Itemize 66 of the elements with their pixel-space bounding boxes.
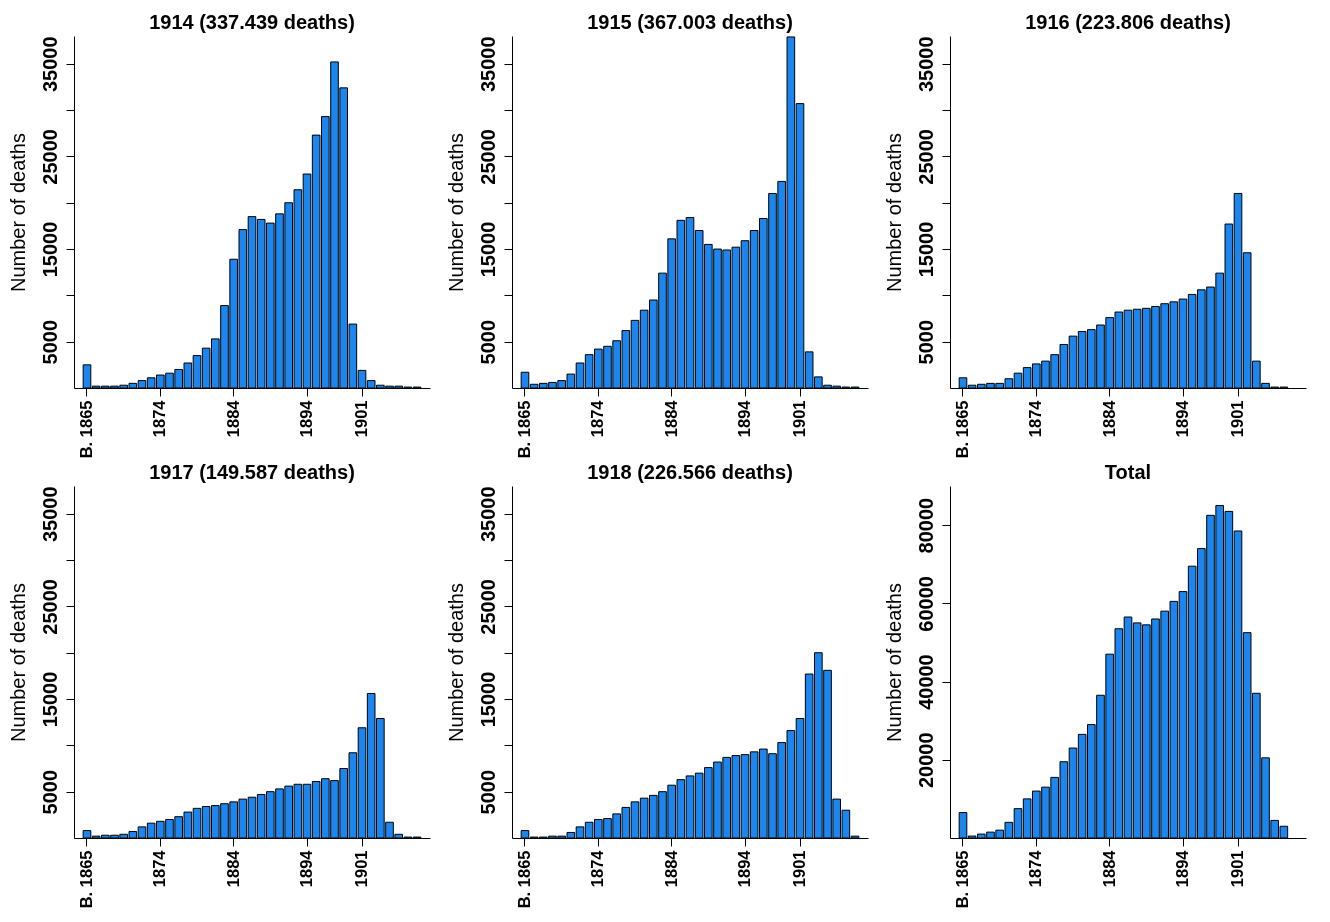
- x-tick-label: 1894: [297, 849, 315, 888]
- y-axis-title: Number of deaths: [882, 133, 905, 292]
- y-tick-label: 15000: [476, 221, 499, 278]
- x-tick-label: 1894: [1173, 849, 1191, 888]
- x-tick-label: B. 1865: [76, 400, 95, 459]
- x-tick-label: 1894: [1173, 399, 1191, 438]
- y-tick-label: 5000: [476, 769, 499, 815]
- x-tick-label: 1884: [223, 399, 242, 438]
- y-tick-label: 5000: [914, 319, 937, 365]
- x-tick-label: 1874: [1026, 849, 1045, 888]
- x-tick-label: B. 1865: [952, 400, 971, 459]
- chart-title: 1915 (367.003 deaths): [587, 10, 793, 33]
- x-tick-label: 1884: [661, 849, 680, 888]
- x-tick-label: 1884: [1099, 849, 1118, 888]
- x-tick-label: 1894: [735, 399, 753, 438]
- y-tick-label: 35000: [476, 36, 499, 93]
- y-tick-label: 15000: [38, 671, 61, 728]
- x-tick-label: 1874: [150, 399, 169, 438]
- x-tick-label: B. 1865: [952, 850, 971, 909]
- x-tick-label: 1894: [735, 849, 753, 888]
- x-tick-label: 1901: [1228, 400, 1247, 438]
- y-tick-label: 25000: [38, 129, 61, 185]
- x-tick-label: 1901: [790, 850, 809, 888]
- y-tick-label: 15000: [38, 221, 61, 278]
- y-tick-label: 35000: [38, 36, 61, 93]
- x-tick-label: 1884: [661, 399, 680, 438]
- x-tick-label: 1874: [1026, 399, 1045, 438]
- x-tick-label: 1884: [1099, 399, 1118, 438]
- y-axis-title: Number of deaths: [882, 583, 905, 742]
- chart-title: 1918 (226.566 deaths): [587, 460, 793, 483]
- chart-title: 1916 (223.806 deaths): [1025, 10, 1231, 33]
- y-tick-label: 35000: [38, 486, 61, 543]
- y-tick-label: 35000: [914, 36, 937, 93]
- y-axis-title: Number of deaths: [444, 133, 467, 292]
- y-tick-label: 5000: [476, 319, 499, 365]
- y-tick-label: 15000: [476, 671, 499, 728]
- x-tick-label: 1874: [588, 849, 607, 888]
- y-tick-label: 25000: [914, 129, 937, 185]
- x-tick-label: 1894: [297, 399, 315, 438]
- chart-title: 1917 (149.587 deaths): [149, 460, 355, 483]
- x-tick-label: 1874: [150, 849, 169, 888]
- y-tick-label: 25000: [476, 579, 499, 635]
- x-tick-label: 1901: [352, 400, 371, 438]
- y-tick-label: 40000: [914, 654, 937, 710]
- x-tick-label: 1901: [352, 850, 371, 888]
- y-tick-label: 20000: [914, 732, 937, 789]
- x-tick-label: 1901: [790, 400, 809, 438]
- x-tick-label: 1874: [588, 399, 607, 438]
- y-tick-label: 5000: [38, 769, 61, 815]
- x-tick-label: B. 1865: [514, 850, 533, 909]
- y-tick-label: 15000: [914, 221, 937, 278]
- chart-title: Total: [1104, 461, 1152, 483]
- y-axis-title: Number of deaths: [6, 583, 29, 742]
- y-axis-title: Number of deaths: [444, 583, 467, 742]
- x-tick-label: B. 1865: [76, 850, 95, 909]
- y-tick-label: 60000: [914, 576, 937, 632]
- x-tick-label: 1901: [1228, 850, 1247, 888]
- y-tick-label: 80000: [914, 497, 937, 554]
- y-axis-title: Number of deaths: [6, 133, 29, 292]
- x-tick-label: B. 1865: [514, 400, 533, 459]
- y-tick-label: 5000: [38, 319, 61, 365]
- y-tick-label: 25000: [476, 129, 499, 185]
- y-tick-label: 35000: [476, 486, 499, 543]
- chart-title: 1914 (337.439 deaths): [149, 10, 355, 33]
- y-tick-label: 25000: [38, 579, 61, 635]
- x-tick-label: 1884: [223, 849, 242, 888]
